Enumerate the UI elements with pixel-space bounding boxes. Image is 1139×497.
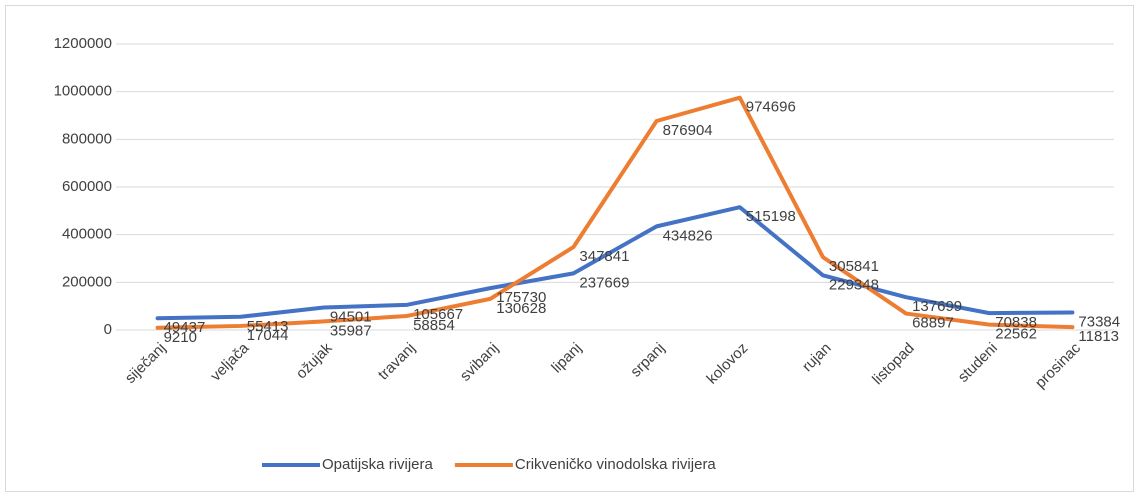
y-tick-label: 200000 bbox=[62, 273, 112, 290]
data-label: 305841 bbox=[829, 258, 879, 275]
data-label: 22562 bbox=[995, 326, 1037, 343]
data-label: 70838 bbox=[995, 314, 1037, 331]
data-label: 105667 bbox=[413, 306, 463, 323]
data-label: 58854 bbox=[413, 317, 455, 334]
data-label: 175730 bbox=[496, 289, 546, 306]
data-label: 17044 bbox=[247, 327, 289, 344]
data-label: 73384 bbox=[1078, 313, 1120, 330]
y-tick-label: 1000000 bbox=[54, 83, 112, 100]
data-label: 237669 bbox=[579, 274, 629, 291]
y-tick-label: 400000 bbox=[62, 226, 112, 243]
y-tick-label: 0 bbox=[104, 321, 112, 338]
data-label: 876904 bbox=[663, 122, 713, 139]
legend-label: Opatijska rivijera bbox=[322, 456, 434, 473]
series-line bbox=[155, 95, 1075, 330]
series-line bbox=[155, 205, 1075, 321]
data-label: 49437 bbox=[164, 319, 206, 336]
data-label: 515198 bbox=[746, 208, 796, 225]
y-tick-label: 1200000 bbox=[54, 35, 112, 52]
y-tick-label: 600000 bbox=[62, 178, 112, 195]
data-label: 55413 bbox=[247, 318, 289, 335]
data-label: 130628 bbox=[496, 300, 546, 317]
data-label: 94501 bbox=[330, 308, 372, 325]
data-label: 974696 bbox=[746, 99, 796, 116]
data-label: 68897 bbox=[912, 315, 954, 332]
data-label: 229348 bbox=[829, 276, 879, 293]
data-label: 11813 bbox=[1078, 328, 1119, 345]
legend-label: Crikveničko vinodolska rivijera bbox=[515, 456, 717, 473]
data-label: 434826 bbox=[663, 227, 713, 244]
y-tick-label: 800000 bbox=[62, 130, 112, 147]
data-label: 9210 bbox=[164, 329, 197, 346]
data-label: 137699 bbox=[912, 298, 962, 315]
data-label: 35987 bbox=[330, 322, 372, 339]
data-label: 347841 bbox=[579, 248, 629, 265]
